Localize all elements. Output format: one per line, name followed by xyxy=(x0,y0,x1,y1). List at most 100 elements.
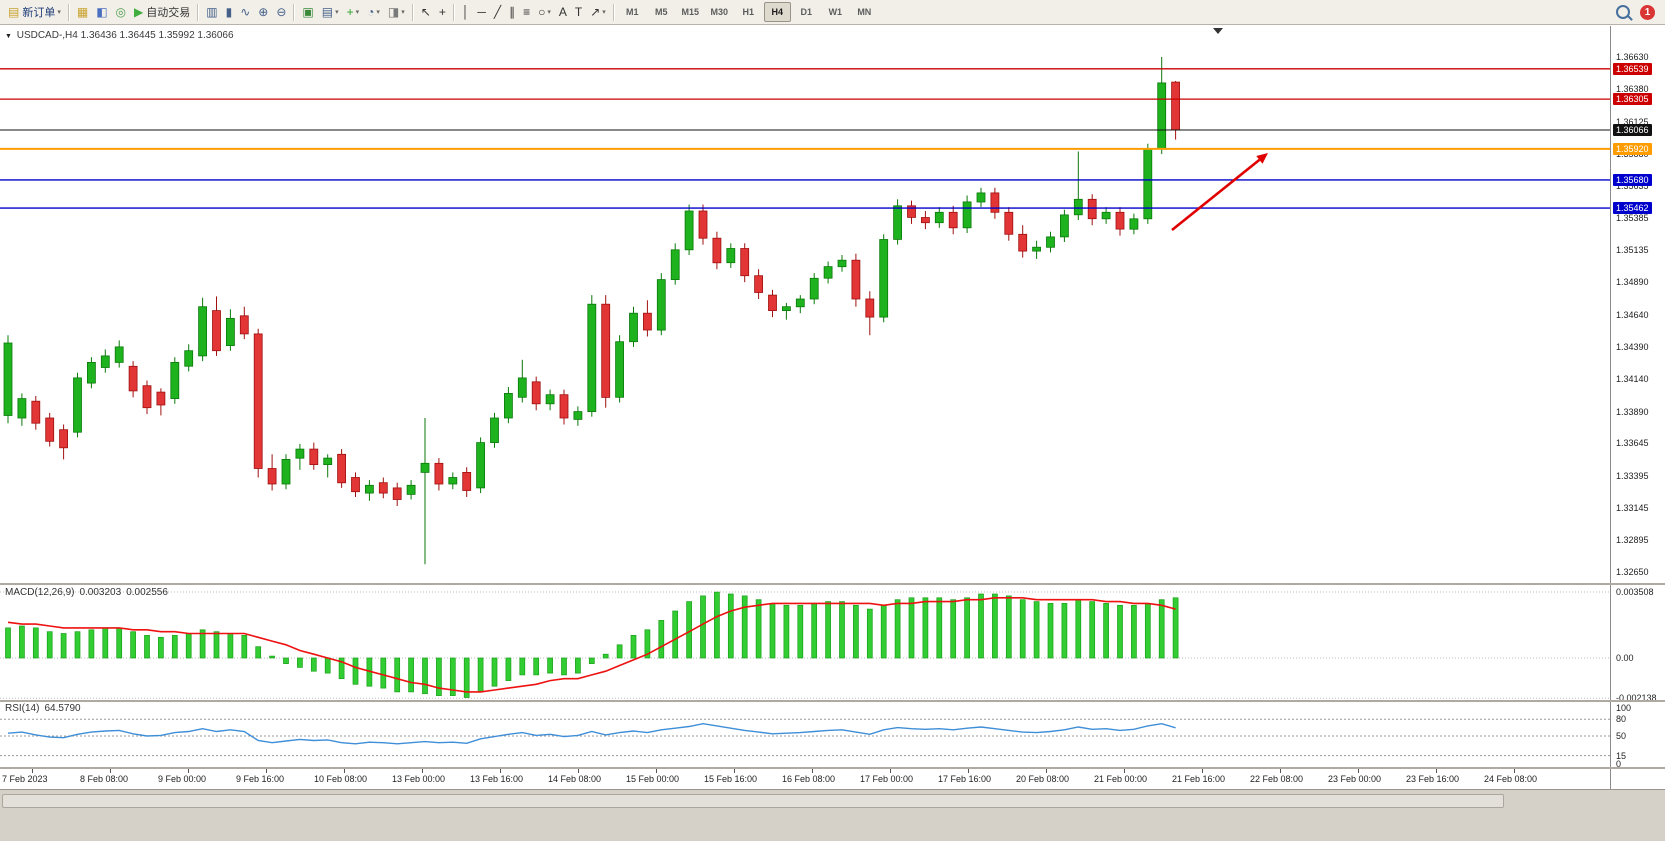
text-icon[interactable]: A xyxy=(556,2,570,22)
notification-badge[interactable]: 1 xyxy=(1640,4,1655,20)
chart-snapshot-icon[interactable]: ◨ ▾ xyxy=(385,2,408,22)
price-axis-label: 1.36380 xyxy=(1616,84,1649,95)
macd-name: MACD(12,26,9) xyxy=(5,587,75,598)
trend-arrow[interactable] xyxy=(1171,153,1268,232)
time-axis-tick xyxy=(266,769,267,773)
window-bottom-bar xyxy=(0,789,1665,841)
trendline-icon: ╱ xyxy=(493,5,502,19)
price-axis[interactable]: 1.366301.363801.361251.358801.356351.353… xyxy=(1610,26,1665,789)
price-axis-label: 1.36630 xyxy=(1616,52,1649,62)
panel-separator[interactable] xyxy=(0,700,1665,702)
time-axis-tick xyxy=(1046,769,1047,773)
new-order-button-label: 新订单 xyxy=(22,7,56,19)
vertical-line-icon[interactable]: │ xyxy=(459,2,473,22)
autotrading-button: ▶ xyxy=(134,5,144,19)
zoom-out-icon[interactable]: ⊖ xyxy=(273,2,289,22)
rsi-axis-label: 15 xyxy=(1616,750,1627,761)
search-icon[interactable] xyxy=(1616,5,1630,19)
data-window-icon[interactable]: ◧ xyxy=(93,2,110,22)
one-click-trading-collapse-icon[interactable]: ▼ xyxy=(5,33,12,40)
market-watch-icon[interactable]: ▦ xyxy=(74,2,91,22)
time-axis-label: 7 Feb 2023 xyxy=(2,774,48,784)
line-chart-icon[interactable]: ∿ xyxy=(237,2,253,22)
symbol-period-label: USDCAD-,H4 xyxy=(16,30,78,41)
macd-panel-canvas[interactable] xyxy=(0,585,1612,700)
rsi-axis-label: 100 xyxy=(1616,703,1632,713)
rsi-panel-canvas[interactable] xyxy=(0,702,1612,767)
horizontal-line-icon[interactable]: ─ xyxy=(474,2,489,22)
price-axis-label: 1.32895 xyxy=(1616,535,1649,546)
ohlc-values: 1.36436 1.36445 1.35992 1.36066 xyxy=(80,30,234,41)
indicators-icon: ▤ xyxy=(321,5,334,19)
dropdown-arrow-icon: ▾ xyxy=(401,9,405,16)
time-axis-tick xyxy=(734,769,735,773)
channel-icon[interactable]: ∥ xyxy=(506,2,518,22)
dropdown-arrow-icon: ▾ xyxy=(355,9,360,16)
rsi-value: 64.5790 xyxy=(44,703,81,714)
indicators-icon[interactable]: ▤ ▾ xyxy=(319,2,342,22)
timeframe-W1[interactable]: W1 xyxy=(828,7,843,17)
time-axis-label: 9 Feb 16:00 xyxy=(236,774,285,784)
timeframe-M15[interactable]: M15 xyxy=(681,7,700,17)
crosshair-icon[interactable]: + xyxy=(436,2,449,22)
zoom-in-icon[interactable]: ⊕ xyxy=(255,2,271,22)
timeframe-H1[interactable]: H1 xyxy=(742,7,755,17)
cursor-icon: ↖ xyxy=(420,5,431,19)
macd-indicator-label: MACD(12,26,9) 0.003203 0.002556 xyxy=(5,587,173,598)
new-order-button[interactable]: ▤ 新订单 ▾ xyxy=(5,2,64,22)
candlestick-chart-icon[interactable]: ▮ xyxy=(223,2,236,22)
timeframe-MN[interactable]: MN xyxy=(857,7,872,17)
time-axis-tick xyxy=(1436,769,1437,773)
time-axis-label: 15 Feb 00:00 xyxy=(626,774,680,784)
time-axis-tick xyxy=(188,769,189,773)
chart-shift-marker[interactable] xyxy=(1213,28,1223,34)
price-line-badge: 1.36539 xyxy=(1613,62,1652,75)
tile-windows-icon: ▣ xyxy=(302,5,314,19)
fibonacci-icon[interactable]: ≡ xyxy=(520,2,533,22)
arrows-icon[interactable]: ↗ ▾ xyxy=(587,2,609,22)
new-order-button: ▤ xyxy=(8,5,20,19)
cursor-icon[interactable]: ↖ xyxy=(418,2,434,22)
time-axis-tick xyxy=(344,769,345,773)
time-axis-tick xyxy=(968,769,969,773)
horizontal-scrollbar[interactable] xyxy=(2,794,1504,808)
channel-icon: ∥ xyxy=(509,5,516,19)
panel-separator[interactable] xyxy=(0,583,1665,585)
shapes-icon[interactable]: ○ ▾ xyxy=(535,2,554,22)
price-axis-label: 1.34640 xyxy=(1616,309,1649,320)
tile-windows-icon[interactable]: ▣ xyxy=(299,2,316,22)
periods-icon[interactable]: ◔ ▾ xyxy=(364,2,383,22)
time-axis-tick xyxy=(500,769,501,773)
timeframe-M5[interactable]: M5 xyxy=(655,7,668,17)
timeframe-M1[interactable]: M1 xyxy=(626,7,639,17)
label-icon[interactable]: T xyxy=(572,2,585,22)
autotrading-button[interactable]: ▶ 自动交易 xyxy=(131,2,193,22)
text-icon: A xyxy=(558,5,567,19)
price-axis-label: 1.34140 xyxy=(1616,374,1649,385)
time-axis-tick xyxy=(656,769,657,773)
chart-canvas[interactable] xyxy=(0,26,1612,583)
navigator-icon[interactable]: ◎ xyxy=(113,2,129,22)
candlestick-series xyxy=(3,57,1180,565)
vertical-line-icon: │ xyxy=(461,5,470,19)
price-axis-label: 1.35135 xyxy=(1616,245,1649,256)
bar-chart-icon[interactable]: ▥ xyxy=(203,2,220,22)
macd-histogram xyxy=(5,591,1179,698)
price-axis-label: 1.35385 xyxy=(1616,213,1649,224)
add-indicator-icon[interactable]: + ▾ xyxy=(344,2,363,22)
time-axis[interactable]: 7 Feb 2023 8 Feb 08:00 9 Feb 00:00 9 Feb 16… xyxy=(0,769,1610,789)
time-axis-tick xyxy=(1514,769,1515,773)
macd-signal-line xyxy=(7,597,1176,693)
rsi-axis-label: 50 xyxy=(1616,731,1627,741)
time-axis-tick xyxy=(32,769,33,773)
shapes-icon: ○ xyxy=(538,5,546,19)
timeframe-D1[interactable]: D1 xyxy=(800,7,813,17)
macd-axis-label: 0.00 xyxy=(1616,653,1634,663)
toolbar-separator xyxy=(293,3,296,21)
toolbar-separator xyxy=(612,3,615,21)
timeframe-M30[interactable]: M30 xyxy=(710,7,729,17)
rsi-name: RSI(14) xyxy=(5,703,40,714)
timeframe-H4[interactable]: H4 xyxy=(763,2,791,22)
dropdown-arrow-icon: ▾ xyxy=(376,9,380,16)
trendline-icon[interactable]: ╱ xyxy=(491,2,504,22)
